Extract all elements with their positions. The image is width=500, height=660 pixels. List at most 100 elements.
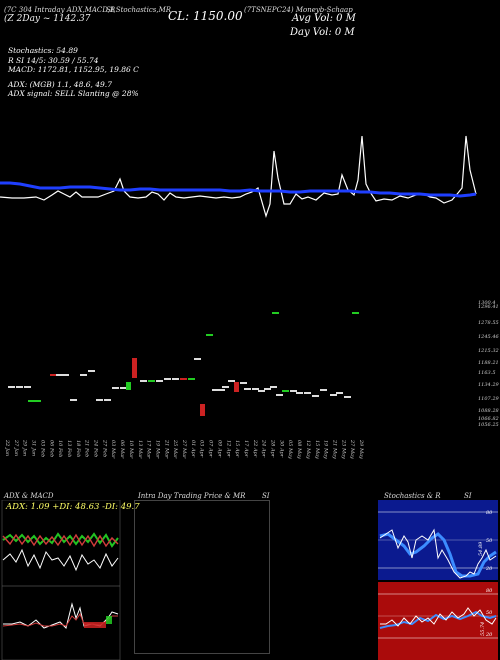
y-tick-label: 1134.29 — [478, 382, 499, 388]
stoch-k-line — [379, 528, 497, 579]
x-tick-label: 19 May — [323, 440, 329, 459]
candle — [344, 396, 351, 398]
y-tick-label: 1245.46 — [478, 334, 499, 340]
x-tick-label: 21 May — [331, 439, 337, 459]
y-tick-label: 1056.25 — [478, 422, 499, 428]
x-tick-label: 08 May — [296, 440, 302, 459]
candle — [104, 399, 111, 401]
x-tick-label: 25 Mar — [172, 439, 178, 459]
rsi-tick-20: 20 — [485, 632, 493, 638]
y-tick-label: 1296.41 — [478, 304, 499, 310]
stoch-tick-50: 50 — [486, 538, 493, 544]
candle — [28, 400, 35, 402]
y-tick-label: 1278.55 — [478, 320, 499, 326]
macd-readout: MACD: 1172.81, 1152.95, 19.86 C — [8, 65, 139, 74]
x-tick-label: 27 May — [349, 439, 355, 459]
stochastics-panel: 80 50 20 54.89 80 50 20 55.74 — [378, 500, 498, 660]
stoch-title: Stochastics & R — [384, 492, 441, 500]
candle — [264, 388, 271, 390]
x-tick-label: 06 Feb — [48, 440, 54, 457]
x-tick-label: 29 May — [358, 439, 364, 459]
macd-histogram — [84, 616, 112, 628]
header-change: (Z 2Day ~ 1142.37 — [4, 14, 91, 24]
candle — [34, 400, 41, 402]
candle — [62, 374, 69, 376]
rsi-readout: R SI 14/5: 30.59 / 55.74 — [8, 55, 99, 65]
candle — [96, 399, 103, 401]
x-tick-label: 17 Apr — [243, 440, 249, 458]
x-tick-label: 29 Jan — [22, 439, 28, 456]
x-tick-label: 23 May — [340, 439, 346, 459]
stoch-si-label: SI — [464, 492, 472, 500]
x-tick-label: 27 Feb — [101, 439, 107, 457]
stoch-value-label: 54.89 — [478, 541, 484, 556]
candle — [194, 358, 201, 360]
x-tick-label: 03 Feb — [39, 440, 45, 457]
header-right-tags: (7TSNEPC24) Moneyb-Schaap — [244, 6, 353, 14]
candle — [304, 392, 311, 394]
y-tick-label: 1188.21 — [478, 360, 499, 366]
rsi-tick-80: 80 — [486, 588, 493, 594]
y-tick-label: 1300.4 — [478, 300, 496, 306]
header-left-tags: (7C 304 Intraday ADX,MACD,B — [4, 6, 115, 14]
x-tick-label: 10 Mar — [128, 440, 134, 459]
candle — [80, 374, 87, 376]
candle — [88, 370, 95, 372]
candle — [272, 312, 279, 314]
indicator-readouts: Stochastics: 54.89 R SI 14/5: 30.59 / 55… — [8, 46, 139, 99]
stoch-d-line — [379, 532, 497, 578]
intraday-panel — [134, 500, 270, 654]
candle — [228, 380, 235, 382]
rsi-white-line — [380, 607, 497, 627]
x-tick-label: 22 Jan — [4, 439, 10, 456]
candle — [70, 399, 77, 401]
candle — [8, 386, 15, 388]
x-tick-label: 12 May — [305, 440, 311, 459]
adx-macd-title: ADX & MACD — [4, 492, 54, 500]
candle — [180, 378, 187, 380]
stoch-tick-80: 80 — [486, 510, 493, 516]
x-tick-label: 24 Feb — [93, 439, 99, 457]
header-mid-tags: SI,Stochastics,MR — [106, 6, 172, 14]
candle — [240, 382, 247, 384]
x-tick-label: 18 Feb — [75, 440, 81, 457]
x-tick-label: 30 Apr — [278, 440, 284, 458]
adx-panel — [1, 500, 121, 660]
close-label: CL: 1150.00 — [168, 9, 243, 23]
rsi-value-label: 55.74 — [480, 622, 486, 636]
candle — [222, 386, 229, 388]
x-tick-label: 17 Mar — [146, 440, 152, 459]
candle — [16, 386, 23, 388]
candle — [140, 380, 147, 382]
minus-di-line — [2, 533, 119, 548]
candle — [212, 389, 219, 391]
x-tick-label: 24 Apr — [261, 439, 267, 458]
adx-signal-readout: ADX signal: SELL Slanting @ 28% — [8, 89, 139, 98]
x-tick-label: 09 Apr — [216, 440, 222, 458]
x-tick-label: 03 Mar — [110, 440, 116, 459]
mr-si-label: SI — [262, 492, 270, 500]
candle — [56, 374, 63, 376]
x-tick-label: 13 Mar — [137, 440, 143, 459]
x-tick-label: 27 Jan — [13, 439, 19, 456]
y-tick-label: 1163.5 — [478, 370, 496, 376]
candle — [120, 387, 127, 389]
x-tick-label: 15 May — [314, 440, 320, 459]
candle — [276, 394, 283, 396]
candle — [156, 380, 163, 382]
candle — [24, 386, 31, 388]
candle — [50, 374, 57, 376]
x-tick-label: 28 Apr — [270, 439, 276, 458]
rsi-tick-50: 50 — [486, 610, 493, 616]
x-tick-label: 15 Apr — [234, 440, 240, 458]
x-tick-label: 13 Feb — [66, 440, 72, 457]
adx-line — [2, 548, 119, 572]
x-tick-label: 07 Apr — [208, 440, 214, 458]
candle — [252, 388, 259, 390]
candle — [218, 389, 225, 391]
candle — [172, 378, 179, 380]
x-tick-label: 21 Mar — [163, 439, 169, 459]
candle — [112, 387, 119, 389]
day-vol-label: Day Vol: 0 M — [290, 27, 355, 38]
stoch-tick-20: 20 — [485, 566, 493, 572]
